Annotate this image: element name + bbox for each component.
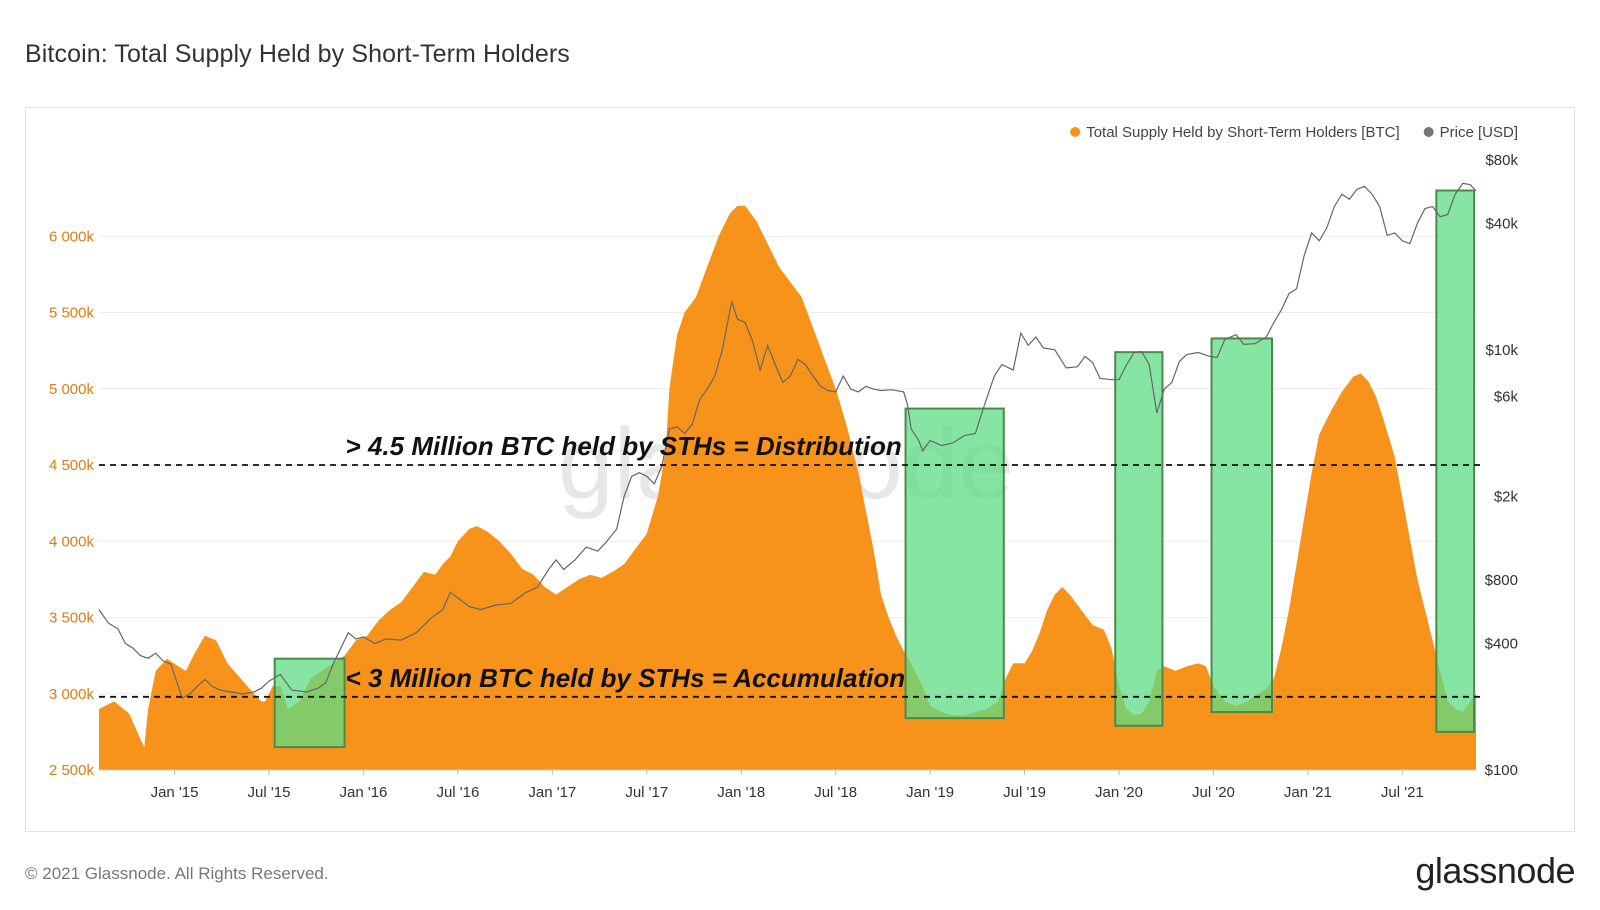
right-tick-label: $80k — [1485, 152, 1518, 169]
left-tick-label: 2 500k — [49, 762, 95, 779]
annotation-label: < 3 Million BTC held by STHs = Accumulat… — [346, 663, 906, 693]
supply-area — [99, 205, 1476, 771]
right-tick-label: $800 — [1485, 572, 1518, 589]
x-tick-label: Jul '18 — [814, 784, 857, 801]
x-tick-label: Jul '21 — [1381, 784, 1424, 801]
legend-dot-icon — [1423, 127, 1434, 137]
left-axis: 2 500k 3 000k 3 500k 4 000k 4 500k 5 000k 5 50… — [49, 228, 95, 779]
legend-label: Price [USD] — [1440, 124, 1518, 141]
left-tick-label: 3 500k — [49, 610, 95, 627]
left-tick-label: 6 000k — [49, 228, 95, 245]
x-tick-label: Jan '19 — [906, 784, 954, 801]
accumulation-zone — [273, 657, 346, 749]
x-tick-label: Jan '15 — [151, 784, 199, 801]
glassnode-logo[interactable]: glassnode — [1415, 850, 1575, 891]
right-tick-label: $10k — [1485, 342, 1518, 359]
left-tick-label: 3 000k — [49, 686, 95, 703]
copyright: © 2021 Glassnode. All Rights Reserved. — [25, 864, 329, 883]
x-tick-label: Jan '17 — [528, 784, 576, 801]
right-axis: $100 $400 $800 $2k $6k $10k $40k $80k — [1485, 152, 1519, 779]
zones — [273, 189, 1476, 749]
left-tick-label: 4 500k — [49, 457, 95, 474]
x-tick-label: Jan '20 — [1095, 784, 1143, 801]
accumulation-zone — [1114, 351, 1164, 727]
page-title: Bitcoin: Total Supply Held by Short-Term… — [25, 40, 570, 68]
x-tick-label: Jul '15 — [248, 784, 291, 801]
legend-dot-icon — [1070, 127, 1081, 137]
legend-label: Total Supply Held by Short-Term Holders … — [1086, 124, 1399, 141]
left-tick-label: 4 000k — [49, 533, 95, 550]
x-tick-label: Jul '19 — [1003, 784, 1046, 801]
x-tick-label: Jan '16 — [339, 784, 387, 801]
right-tick-label: $6k — [1494, 388, 1519, 405]
chart-frame: glassnode > 4.5 Million BTC held by STHs… — [25, 107, 1575, 832]
accumulation-zone — [1435, 189, 1476, 733]
left-tick-label: 5 500k — [49, 305, 95, 322]
x-tick-label: Jul '20 — [1192, 784, 1235, 801]
x-axis: Jan '15 Jul '15 Jan '16 Jul '16 Jan '17 Jul '… — [99, 769, 1476, 801]
right-tick-label: $40k — [1485, 215, 1518, 232]
accumulation-zone — [904, 407, 1005, 720]
right-tick-label: $400 — [1485, 635, 1518, 652]
annotations: > 4.5 Million BTC held by STHs = Distrib… — [346, 431, 906, 693]
accumulation-zone — [1210, 337, 1273, 714]
chart[interactable]: glassnode > 4.5 Million BTC held by STHs… — [26, 108, 1574, 831]
annotation-label: > 4.5 Million BTC held by STHs = Distrib… — [346, 431, 902, 461]
right-tick-label: $2k — [1494, 489, 1519, 506]
legend: Price [USD] Total Supply Held by Short-Te… — [1070, 124, 1518, 141]
price-line — [98, 182, 1477, 699]
x-tick-label: Jan '18 — [717, 784, 765, 801]
x-tick-label: Jul '17 — [625, 784, 668, 801]
left-tick-label: 5 000k — [49, 381, 95, 398]
x-tick-label: Jan '21 — [1284, 784, 1332, 801]
x-tick-label: Jul '16 — [436, 784, 479, 801]
right-tick-label: $100 — [1485, 762, 1518, 779]
